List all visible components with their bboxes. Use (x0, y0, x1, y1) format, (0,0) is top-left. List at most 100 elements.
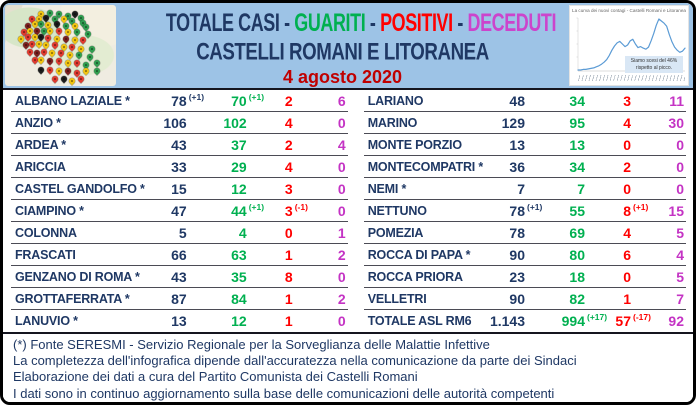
map-marker (45, 57, 55, 66)
footer-notes: (*) Fonte SERESMI - Servizio Regionale p… (3, 332, 693, 402)
guariti-value: 34 (569, 92, 585, 109)
positivi-value: 1 (284, 290, 293, 307)
footer-line: La completezza dell'infografica dipende … (13, 353, 577, 369)
title-segment: - (365, 8, 381, 37)
map-marker (50, 75, 59, 84)
guariti-value: 102 (223, 114, 247, 131)
positivi-value: 4 (284, 114, 293, 131)
town-name: ANZIO * (15, 115, 61, 130)
totale-casi-value: 78 (171, 92, 187, 109)
positivi-value: 3 (284, 202, 293, 219)
deceduti-value: 30 (668, 114, 684, 131)
guariti-value: 13 (569, 136, 585, 153)
town-name: TOTALE ASL RM6 (367, 314, 472, 328)
map-marker (45, 65, 55, 74)
table-row: MONTECOMPATRI * 36 34 2 0 (363, 156, 686, 178)
totale-casi-value: 129 (501, 114, 525, 131)
deceduti-value: 2 (337, 246, 346, 263)
totale-casi-delta: (+1) (188, 91, 205, 102)
totale-casi-value: 23 (509, 268, 525, 285)
table-row: COLONNA 5 4 0 1 (11, 222, 348, 244)
totale-casi-value: 47 (171, 202, 187, 219)
map-marker (72, 58, 82, 68)
totale-casi-value: 43 (171, 136, 187, 153)
totale-casi-value: 90 (509, 246, 525, 263)
deceduti-value: 0 (676, 180, 684, 197)
town-name: NEMI * (367, 181, 407, 196)
town-name: ARICCIA (15, 159, 66, 174)
guariti-value: 69 (569, 224, 585, 241)
header-band: TOTALE CASI - GUARITI - POSITIVI - DECED… (3, 3, 693, 90)
table-row: LANUVIO * 13 12 1 0 (11, 310, 348, 332)
town-name: CIAMPINO * (15, 203, 84, 218)
positivi-value: 2 (284, 136, 293, 153)
guariti-value: 29 (231, 158, 247, 175)
guariti-value: 4 (238, 224, 247, 241)
totale-casi-value: 78 (509, 202, 525, 219)
positivi-value: 0 (284, 224, 293, 241)
positivi-delta: (+1) (633, 201, 649, 212)
deceduti-value: 5 (676, 268, 684, 285)
chart-x-axis-tick-labels (578, 75, 685, 81)
deceduti-value: 0 (337, 313, 346, 329)
table-row: CASTEL GANDOLFO * 15 12 3 0 (11, 178, 348, 200)
deceduti-value: 0 (337, 158, 346, 175)
guariti-value: 35 (231, 268, 247, 285)
totale-casi-value: 33 (171, 158, 187, 175)
totale-casi-value: 1.143 (489, 313, 525, 329)
town-name: ARDEA * (15, 137, 66, 152)
title-segment: POSITIVI (380, 8, 453, 37)
map-marker (37, 55, 46, 65)
guariti-value: 18 (569, 268, 585, 285)
chart-panel: La curva dei nuovi contagi - Castelli Ro… (569, 5, 689, 86)
table-total-row: TOTALE ASL RM6 1.143 994 (+17) 57 (-17) 92 (364, 310, 686, 332)
positivi-value: 4 (623, 224, 631, 241)
title-segment: - (279, 8, 295, 37)
deceduti-value: 0 (337, 268, 346, 285)
map-marker (88, 44, 97, 53)
positivi-value: 1 (284, 246, 293, 263)
map-marker (37, 65, 46, 74)
positivi-value: 0 (623, 136, 631, 153)
deceduti-value: 0 (337, 114, 346, 131)
map-marker (61, 34, 70, 44)
map-thumbnail (5, 5, 116, 86)
deceduti-value: 0 (337, 180, 346, 197)
guariti-value: 55 (569, 202, 585, 219)
totale-casi-delta: (+1) (527, 201, 543, 212)
deceduti-value: 6 (337, 92, 346, 109)
title-block: TOTALE CASI - GUARITI - POSITIVI - DECED… (116, 3, 569, 88)
map-marker (48, 49, 57, 58)
table-row: GENZANO DI ROMA * 43 35 8 0 (11, 266, 348, 288)
guariti-value: 7 (577, 180, 585, 197)
guariti-value: 44 (231, 202, 247, 219)
deceduti-value: 2 (337, 290, 346, 307)
positivi-value: 1 (623, 290, 631, 307)
town-name: MONTECOMPATRI * (367, 159, 483, 174)
town-name: MONTE PORZIO (367, 137, 462, 152)
totale-casi-value: 90 (509, 290, 525, 307)
town-name: GENZANO DI ROMA * (15, 269, 140, 284)
map-marker (54, 66, 64, 76)
map-marker (92, 58, 102, 68)
totale-casi-value: 13 (171, 313, 187, 329)
table-row: ANZIO * 106 102 4 0 (11, 112, 348, 134)
table-row: ARICCIA 33 29 4 0 (11, 156, 348, 178)
totale-casi-value: 43 (171, 268, 187, 285)
table-row: ALBANO LAZIALE * 78 (+1) 70 (+1) 2 6 (11, 90, 348, 112)
positivi-value: 2 (284, 92, 293, 109)
subtitle: CASTELLI ROMANI E LITORANEA (196, 38, 489, 65)
deceduti-value: 7 (676, 290, 684, 307)
positivi-value: 0 (623, 268, 631, 285)
deceduti-value: 4 (337, 136, 346, 153)
positivi-value: 8 (623, 202, 631, 219)
totale-casi-value: 87 (171, 290, 187, 307)
table-row: FRASCATI 66 63 1 2 (11, 244, 348, 266)
positivi-value: 57 (615, 313, 631, 329)
deceduti-value: 0 (676, 158, 684, 175)
town-name: CASTEL GANDOLFO * (15, 181, 145, 196)
map-marker (63, 58, 73, 68)
main-title: TOTALE CASI - GUARITI - POSITIVI - DECED… (166, 8, 557, 38)
town-name: POMEZIA (367, 225, 424, 240)
